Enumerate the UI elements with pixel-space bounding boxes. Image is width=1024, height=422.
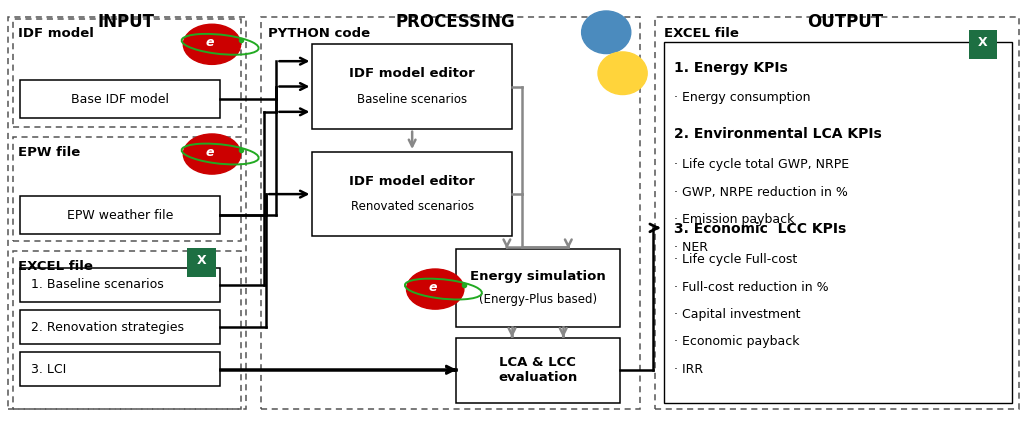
Text: 2. Environmental LCA KPIs: 2. Environmental LCA KPIs — [674, 127, 882, 141]
FancyBboxPatch shape — [20, 268, 220, 302]
Text: · Energy consumption: · Energy consumption — [674, 91, 810, 104]
FancyBboxPatch shape — [456, 338, 620, 403]
Text: Baseline scenarios: Baseline scenarios — [357, 93, 467, 106]
Text: · Full-cost reduction in %: · Full-cost reduction in % — [674, 281, 828, 294]
FancyBboxPatch shape — [664, 42, 1012, 403]
Text: · Life cycle total GWP, NRPE: · Life cycle total GWP, NRPE — [674, 158, 849, 171]
Ellipse shape — [183, 134, 241, 174]
Text: e: e — [206, 36, 214, 49]
FancyBboxPatch shape — [20, 196, 220, 234]
Text: X: X — [978, 36, 988, 49]
Text: PYTHON code: PYTHON code — [268, 27, 371, 41]
Text: 1. Energy KPIs: 1. Energy KPIs — [674, 61, 787, 75]
Text: IDF model editor: IDF model editor — [349, 175, 475, 188]
FancyBboxPatch shape — [456, 249, 620, 327]
Text: OUTPUT: OUTPUT — [807, 13, 883, 31]
Text: IDF model: IDF model — [18, 27, 94, 41]
Text: Base IDF model: Base IDF model — [72, 93, 169, 106]
Text: 3. Economic  LCC KPIs: 3. Economic LCC KPIs — [674, 222, 846, 235]
FancyBboxPatch shape — [187, 248, 216, 277]
Text: PROCESSING: PROCESSING — [396, 13, 515, 31]
FancyBboxPatch shape — [20, 80, 220, 118]
FancyBboxPatch shape — [20, 310, 220, 344]
Text: · GWP, NRPE reduction in %: · GWP, NRPE reduction in % — [674, 186, 848, 199]
Text: · IRR: · IRR — [674, 363, 702, 376]
Text: · Economic payback: · Economic payback — [674, 335, 800, 349]
Text: · NER: · NER — [674, 241, 708, 254]
Text: · Emission payback: · Emission payback — [674, 213, 795, 226]
Text: EXCEL file: EXCEL file — [664, 27, 738, 41]
Text: Renovated scenarios: Renovated scenarios — [350, 200, 474, 213]
Text: · Life cycle Full-cost: · Life cycle Full-cost — [674, 253, 797, 266]
Text: (Energy-Plus based): (Energy-Plus based) — [478, 293, 597, 306]
FancyBboxPatch shape — [969, 30, 997, 59]
Text: Energy simulation: Energy simulation — [470, 270, 605, 283]
Ellipse shape — [407, 269, 464, 309]
Ellipse shape — [582, 11, 631, 54]
FancyBboxPatch shape — [20, 352, 220, 386]
Text: X: X — [197, 254, 207, 267]
Text: EPW file: EPW file — [18, 146, 81, 159]
Text: e: e — [206, 146, 214, 159]
FancyBboxPatch shape — [312, 152, 512, 236]
Ellipse shape — [183, 24, 241, 65]
Text: EPW weather file: EPW weather file — [68, 209, 173, 222]
Text: · Capital investment: · Capital investment — [674, 308, 801, 321]
Text: LCA & LCC
evaluation: LCA & LCC evaluation — [498, 356, 578, 384]
Ellipse shape — [598, 52, 647, 95]
FancyBboxPatch shape — [312, 44, 512, 129]
Text: 2. Renovation strategies: 2. Renovation strategies — [31, 321, 183, 333]
Text: 3. LCI: 3. LCI — [31, 363, 66, 376]
Text: EXCEL file: EXCEL file — [18, 260, 93, 273]
Text: INPUT: INPUT — [97, 13, 155, 31]
Text: e: e — [429, 281, 437, 294]
Text: 1. Baseline scenarios: 1. Baseline scenarios — [31, 279, 164, 291]
Text: IDF model editor: IDF model editor — [349, 68, 475, 80]
